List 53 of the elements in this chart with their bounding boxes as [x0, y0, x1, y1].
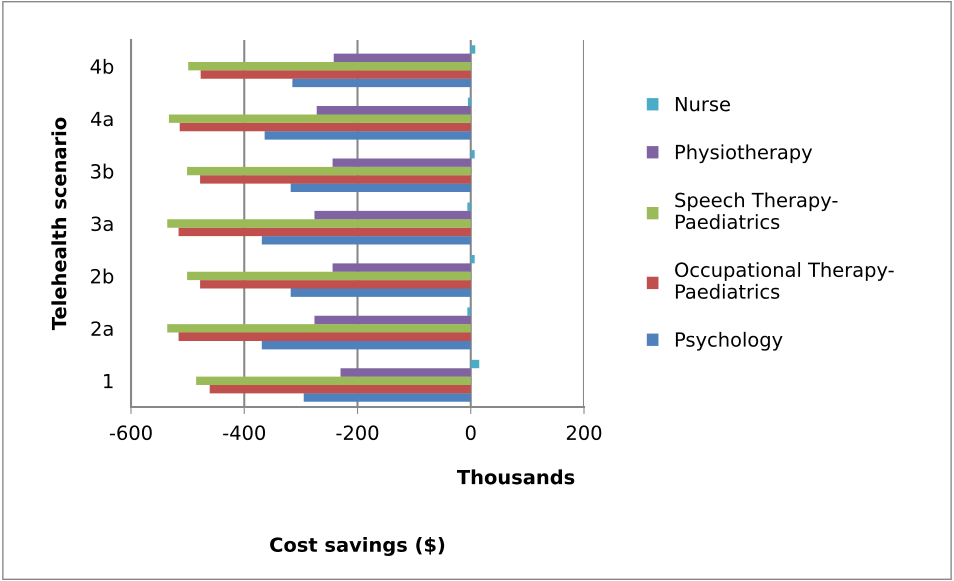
- legend-label: Physiotherapy: [676, 144, 812, 164]
- bar: [200, 175, 471, 184]
- bar: [332, 263, 471, 272]
- x-axis-title: Thousands: [456, 469, 574, 484]
- bar: [467, 202, 471, 211]
- y-tick-label: 2a: [91, 321, 113, 336]
- bar: [196, 376, 471, 385]
- x-tick-label: 200: [566, 425, 602, 440]
- bar: [262, 236, 471, 244]
- bar: [167, 219, 471, 228]
- legend-label: Psychology: [676, 332, 783, 351]
- bar: [290, 288, 471, 297]
- bar: [340, 368, 471, 377]
- bar: [264, 131, 471, 140]
- bar: [292, 78, 471, 88]
- bar: [467, 307, 471, 316]
- x-tick-label: -400: [223, 425, 266, 440]
- bar: [187, 166, 471, 176]
- y-tick-label: 1: [104, 374, 113, 388]
- legend-label: Speech Therapy- Paediatrics: [675, 192, 838, 230]
- bar: [304, 393, 471, 402]
- y-tick-label: 3b: [91, 164, 114, 179]
- bar: [200, 70, 471, 79]
- bar: [314, 210, 471, 220]
- bar: [180, 122, 471, 132]
- legend-label: Occupational Therapy- Paediatrics: [675, 262, 894, 299]
- x-tick-label: -200: [336, 425, 378, 440]
- text: Cost savings ($): [270, 536, 444, 556]
- bar: [187, 272, 471, 280]
- bar: [470, 360, 480, 368]
- bar: [334, 54, 471, 62]
- x-tick-label: 0: [466, 425, 476, 440]
- y-tick-label: 3a: [92, 216, 113, 232]
- bar: [314, 316, 471, 324]
- bar: [200, 280, 471, 289]
- bar: [168, 114, 471, 123]
- bar: [210, 384, 471, 394]
- bar: [290, 184, 471, 192]
- bar: [178, 228, 471, 236]
- legend-label: Nurse: [676, 96, 730, 112]
- y-axis-title: Telehealth scenario: [51, 118, 66, 330]
- bar: [316, 106, 471, 114]
- y-tick-label: 4b: [90, 58, 114, 74]
- bar: [332, 158, 471, 167]
- y-tick-label: 2b: [91, 268, 114, 284]
- bar: [167, 324, 471, 333]
- bar: [468, 98, 471, 106]
- x-tick-label: -600: [110, 425, 152, 440]
- bar: [188, 62, 471, 70]
- bar: [178, 332, 471, 341]
- y-tick-label: 4a: [90, 112, 113, 126]
- bar: [470, 45, 476, 54]
- bar: [262, 340, 471, 350]
